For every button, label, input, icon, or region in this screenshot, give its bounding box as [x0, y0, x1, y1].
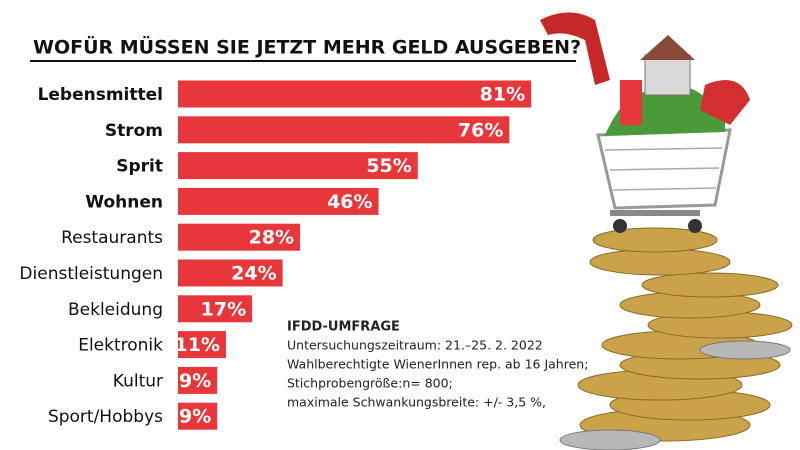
value-label: 9%	[179, 370, 211, 392]
bar	[178, 331, 226, 359]
bar	[178, 223, 301, 251]
value-label: 11%	[174, 334, 219, 356]
value-label: 55%	[366, 155, 411, 177]
value-label: 9%	[179, 406, 211, 428]
category-label: Kultur	[113, 371, 163, 391]
category-label: Sport/Hobbys	[48, 407, 163, 427]
note-line: Stichprobengröße:n= 800;	[287, 376, 453, 391]
bar	[178, 116, 510, 144]
category-label: Dienstleistungen	[19, 264, 163, 284]
note-line: maximale Schwankungsbreite: +/- 3,5 %,	[287, 395, 546, 410]
value-label: 46%	[327, 191, 372, 213]
illustration	[540, 12, 793, 450]
note: IFDD-UMFRAGE	[287, 320, 400, 335]
note-line: Wahlberechtigte WienerInnen rep. ab 16 J…	[287, 357, 588, 372]
category-label: Bekleidung	[68, 300, 163, 320]
category-label: Lebensmittel	[38, 85, 163, 105]
value-label: 28%	[249, 227, 294, 249]
note-line: Untersuchungszeitraum: 21.–25. 2. 2022	[287, 338, 543, 353]
note-title: IFDD-UMFRAGE	[287, 320, 400, 335]
bar	[178, 295, 253, 323]
category-label: Sprit	[116, 157, 163, 177]
bar	[178, 152, 418, 180]
bar	[178, 402, 218, 430]
category-label: Strom	[105, 121, 163, 141]
value-label: 17%	[201, 298, 246, 320]
chart-title: WOFÜR MÜSSEN SIE JETZT MEHR GELD AUSGEBE…	[33, 35, 581, 59]
value-label: 81%	[480, 84, 525, 106]
bar	[178, 80, 532, 108]
category-label: Elektronik	[78, 336, 163, 356]
value-label: 24%	[231, 263, 276, 285]
bar	[178, 259, 283, 287]
bar	[178, 187, 379, 215]
value-label: 76%	[458, 119, 503, 141]
category-label: Wohnen	[85, 192, 163, 212]
bar	[178, 366, 218, 394]
category-label: Restaurants	[61, 228, 163, 248]
